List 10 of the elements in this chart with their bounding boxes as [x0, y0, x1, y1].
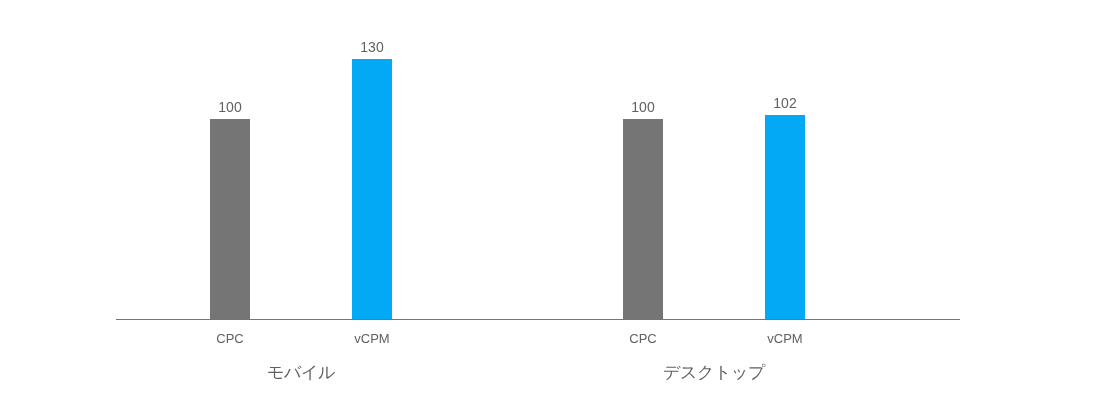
data-label: 130: [360, 39, 384, 55]
x-tick-label: CPC: [216, 331, 244, 346]
x-tick-label: vCPM: [354, 331, 390, 346]
x-tick-label: CPC: [629, 331, 657, 346]
data-label: 102: [773, 95, 797, 111]
text: デスクトップ: [663, 363, 766, 382]
x-tick-label: vCPM: [767, 331, 803, 346]
data-label: 100: [631, 99, 655, 115]
text: モバイル: [267, 363, 335, 382]
data-label: 100: [218, 99, 242, 115]
